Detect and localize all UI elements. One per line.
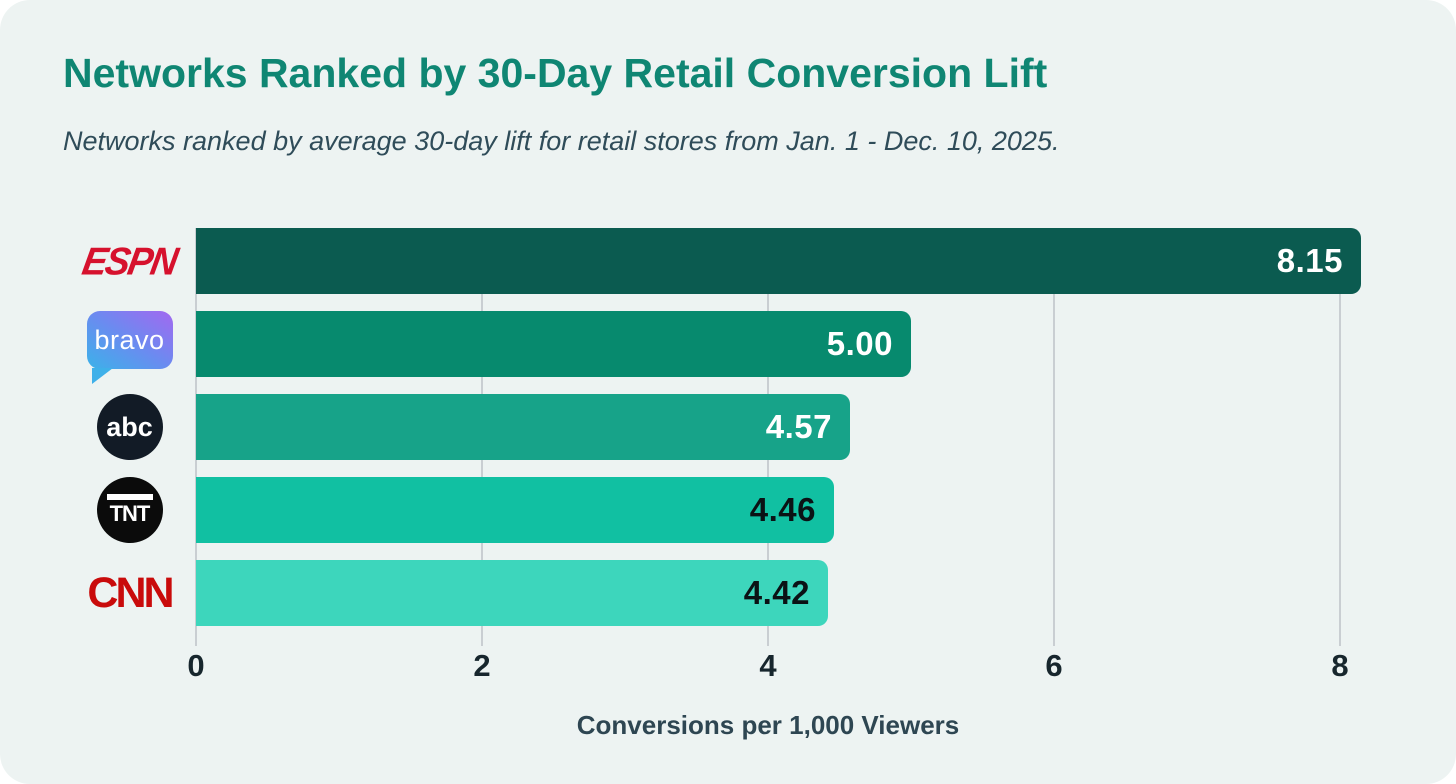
bar-row-espn: ESPN 8.15 (63, 228, 1393, 294)
chart-subtitle: Networks ranked by average 30-day lift f… (63, 126, 1060, 156)
bar-value-bravo: 5.00 (826, 325, 893, 362)
bar-track: 4.42 (196, 560, 1372, 626)
bravo-logo: bravo (86, 311, 173, 384)
x-tick-8: 8 (1331, 648, 1349, 683)
bar-value-espn: 8.15 (1276, 242, 1343, 279)
bar-abc: 4.57 (196, 394, 850, 460)
espn-logo: ESPN (79, 239, 180, 283)
bar-row-bravo: bravo 5.00 (63, 311, 1393, 384)
bar-cnn: 4.42 (196, 560, 828, 626)
logo-cell-abc: abc (63, 394, 196, 460)
bar-value-tnt: 4.46 (749, 491, 816, 528)
x-tick-4: 4 (759, 648, 777, 683)
bar-track: 8.15 (196, 228, 1372, 294)
bar-row-abc: abc 4.57 (63, 394, 1393, 460)
x-axis-label: Conversions per 1,000 Viewers (576, 710, 960, 740)
logo-cell-espn: ESPN (63, 239, 196, 283)
abc-logo: abc (96, 394, 163, 460)
cnn-logo: CNN (87, 568, 174, 617)
logo-cell-bravo: bravo (63, 311, 196, 384)
logo-cell-cnn: CNN (63, 568, 196, 617)
chart-title: Networks Ranked by 30-Day Retail Convers… (63, 50, 1048, 96)
x-tick-2: 2 (473, 648, 491, 683)
bar-chart: ESPN 8.15 bravo 5.00 abc 4.57 TNT 4.46 CNN 4.42 0… (63, 228, 1393, 748)
bar-tnt: 4.46 (196, 477, 834, 543)
bar-track: 4.46 (196, 477, 1372, 543)
bar-value-cnn: 4.42 (743, 574, 810, 611)
bar-espn: 8.15 (196, 228, 1361, 294)
bar-track: 5.00 (196, 311, 1372, 377)
x-tick-0: 0 (187, 648, 205, 683)
tnt-logo: TNT (96, 477, 163, 543)
logo-cell-tnt: TNT (63, 477, 196, 543)
tnt-logo-bar (106, 493, 153, 500)
x-axis-ticks: 0 2 4 6 8 (187, 648, 1372, 688)
bar-value-abc: 4.57 (765, 408, 832, 445)
bar-bravo: 5.00 (196, 311, 911, 377)
bar-track: 4.57 (196, 394, 1372, 460)
bar-rows: ESPN 8.15 bravo 5.00 abc 4.57 TNT 4.46 CNN 4.42 (63, 228, 1393, 626)
bar-row-tnt: TNT 4.46 (63, 477, 1393, 543)
bar-row-cnn: CNN 4.42 (63, 560, 1393, 626)
x-tick-6: 6 (1045, 648, 1063, 683)
